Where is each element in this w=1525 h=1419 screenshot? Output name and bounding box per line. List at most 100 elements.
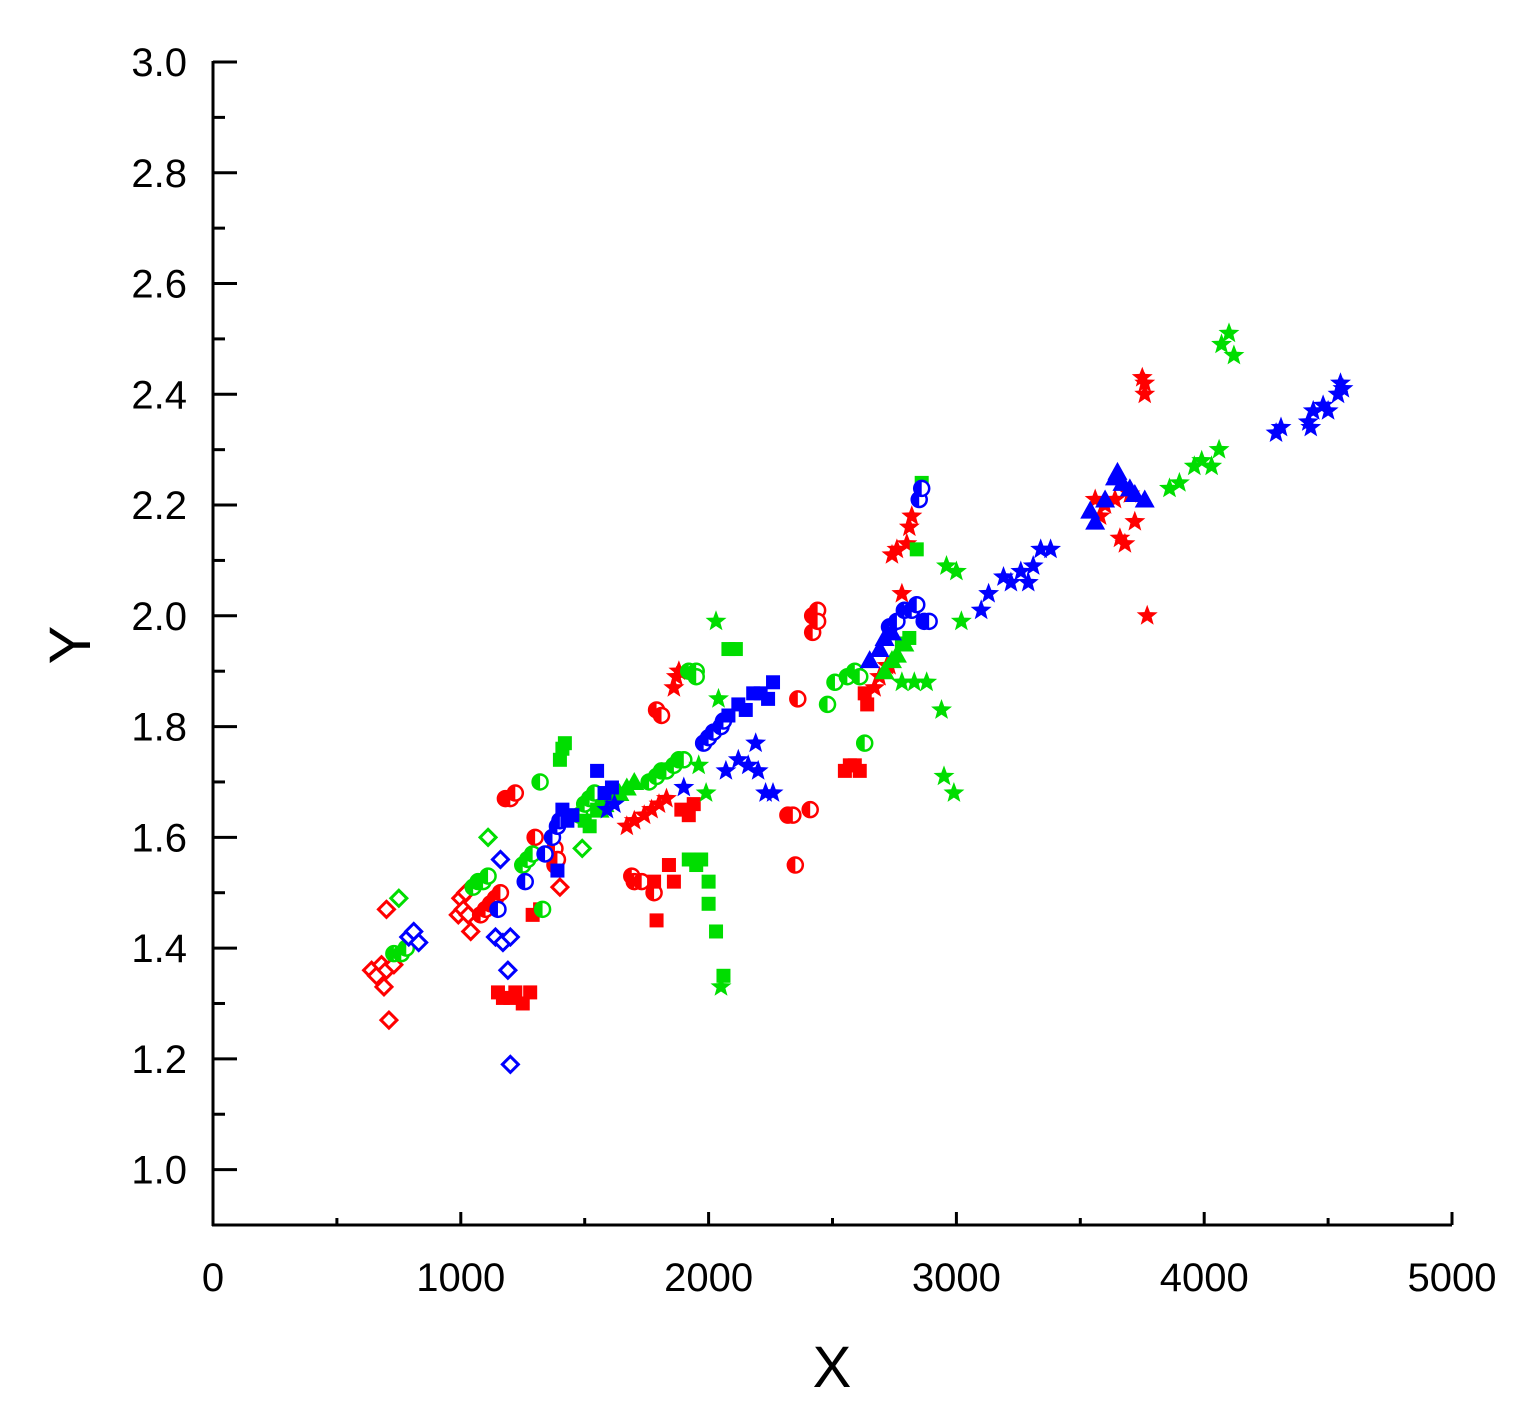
axes: 0 1000 2000 3000 4000 5000 1.0 1.2 1.4 1.6 1.8 2.0 2…: [131, 41, 1496, 1300]
point-blue-square: [565, 808, 580, 823]
point-blue-star: [727, 748, 749, 769]
point-red-star: [886, 538, 908, 559]
point-red-star: [1134, 372, 1156, 393]
point-blue-circle: [908, 595, 926, 614]
point-red-star: [656, 787, 677, 808]
point-green-circle: [687, 667, 705, 686]
point-blue-square: [590, 763, 605, 778]
y-tick-label: 2.2: [131, 484, 187, 528]
point-blue-square: [738, 702, 753, 717]
point-green-triangle: [874, 661, 895, 680]
point-red-square: [681, 808, 696, 823]
point-blue-diamond: [500, 926, 521, 948]
point-blue-square: [721, 708, 736, 723]
point-green-circle: [523, 845, 542, 863]
point-blue-circle: [516, 872, 534, 891]
point-red-circle: [526, 828, 544, 847]
point-green-square: [709, 924, 724, 939]
point-red-star: [891, 582, 913, 603]
point-red-square: [686, 797, 701, 812]
point-green-triangle: [886, 644, 907, 663]
y-axis-title: Y: [38, 626, 103, 665]
point-red-star: [668, 660, 690, 681]
y-tick-label: 2.6: [131, 263, 187, 307]
point-red-star: [1131, 366, 1153, 387]
point-green-star: [916, 671, 938, 692]
point-blue-star: [1017, 571, 1039, 592]
point-red-circle: [632, 872, 651, 891]
point-green-square: [552, 752, 567, 767]
point-green-diamond: [572, 838, 593, 859]
point-green-star: [950, 610, 972, 631]
point-blue-circle: [543, 828, 562, 847]
point-red-star: [623, 809, 645, 830]
point-blue-star: [1022, 555, 1044, 575]
point-blue-triangle: [1134, 489, 1155, 508]
point-blue-diamond: [500, 1054, 521, 1075]
point-blue-star: [1010, 560, 1032, 581]
x-tick-label: 4000: [1160, 1256, 1249, 1300]
point-green-star: [1211, 333, 1232, 354]
point-red-square: [860, 697, 875, 712]
point-red-star: [896, 532, 918, 553]
point-green-circle: [531, 773, 549, 791]
y-tick-label: 1.0: [131, 1149, 187, 1193]
point-green-star: [1201, 455, 1223, 476]
point-blue-circle: [912, 479, 931, 498]
point-green-circle: [479, 867, 497, 885]
point-red-square: [508, 985, 523, 1000]
point-blue-triangle: [1085, 511, 1106, 530]
point-red-square: [661, 858, 676, 873]
point-green-square: [701, 896, 716, 911]
point-red-circle: [491, 883, 510, 902]
point-blue-star: [1030, 538, 1052, 559]
point-blue-diamond: [408, 932, 429, 953]
point-blue-circle: [536, 845, 554, 863]
y-tick-label: 1.6: [131, 816, 187, 860]
point-green-triangle: [894, 633, 915, 652]
point-red-star: [1104, 488, 1126, 509]
point-blue-star: [747, 759, 769, 780]
point-blue-star: [978, 582, 1000, 603]
point-green-star: [891, 671, 913, 692]
point-red-star: [901, 505, 923, 525]
x-tick-label: 3000: [912, 1256, 1001, 1300]
point-green-square: [909, 542, 924, 557]
point-red-star: [1114, 532, 1136, 553]
point-red-star: [1124, 510, 1146, 531]
point-red-circle: [652, 706, 671, 725]
point-red-circle: [784, 806, 802, 824]
point-green-star: [933, 765, 955, 786]
point-red-star: [864, 676, 886, 697]
point-green-star: [1191, 449, 1213, 470]
point-red-circle: [801, 800, 819, 819]
data-points: [361, 322, 1354, 1075]
point-red-star: [1089, 505, 1111, 525]
point-green-star: [931, 699, 952, 719]
point-green-star: [1223, 344, 1245, 365]
point-green-circle: [855, 734, 874, 752]
point-red-diamond: [376, 899, 397, 920]
point-red-square: [647, 874, 662, 889]
y-tick-label: 1.4: [131, 927, 187, 971]
point-red-diamond: [460, 921, 481, 942]
x-tick-label: 5000: [1408, 1256, 1497, 1300]
point-red-diamond: [378, 1009, 400, 1031]
point-blue-star: [970, 599, 992, 620]
point-green-star: [945, 560, 967, 581]
point-red-square: [649, 913, 664, 928]
point-green-star: [710, 975, 732, 996]
point-red-square: [515, 996, 530, 1011]
y-tick-label: 1.2: [131, 1038, 187, 1082]
point-blue-triangle: [859, 650, 880, 669]
point-red-star: [633, 804, 655, 825]
point-blue-triangle: [1124, 483, 1145, 502]
point-blue-star: [604, 793, 625, 813]
point-green-diamond: [477, 827, 499, 848]
point-red-circle: [786, 856, 805, 874]
point-green-square: [728, 642, 743, 657]
point-blue-star: [993, 566, 1014, 586]
point-green-star: [903, 671, 925, 692]
y-tick-label: 3.0: [131, 41, 187, 85]
